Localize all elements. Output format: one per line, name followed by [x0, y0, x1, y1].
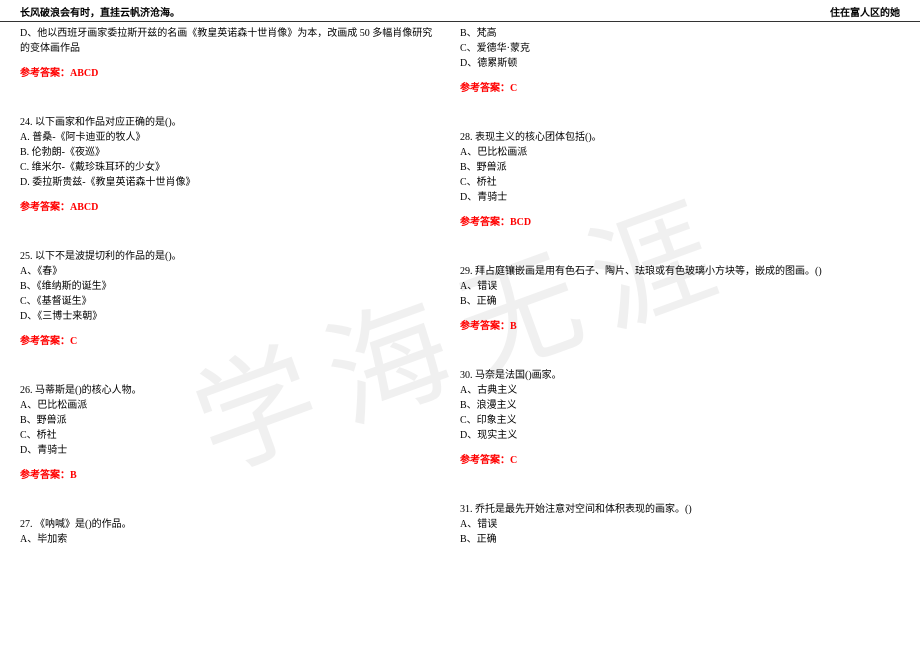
option-text: C、桥社 [20, 428, 440, 443]
option-text: D、青骑士 [460, 190, 880, 205]
option-text: B、浪漫主义 [460, 398, 880, 413]
answer-text: 参考答案：B [20, 466, 440, 481]
option-text: C、桥社 [460, 175, 880, 190]
option-text: A. 普桑-《阿卡迪亚的牧人》 [20, 130, 440, 145]
question-text: D、他以西班牙画家委拉斯开兹的名画《教皇英诺森十世肖像》为本，改画成 50 多幅… [20, 26, 440, 56]
answer-text: 参考答案：ABCD [20, 64, 440, 79]
question-block: B、梵高 C、爱德华·蒙克 D、德累斯顿 参考答案：C [460, 26, 880, 94]
option-text: D. 委拉斯贵兹-《教皇英诺森十世肖像》 [20, 175, 440, 190]
option-text: A、巴比松画派 [460, 145, 880, 160]
question-text: 31. 乔托是最先开始注意对空间和体积表现的画家。() [460, 502, 880, 517]
option-text: B、正确 [460, 294, 880, 309]
question-text: 26. 马蒂斯是()的核心人物。 [20, 383, 440, 398]
header-left-text: 长风破浪会有时，直挂云帆济沧海。 [20, 4, 180, 19]
option-text: C、爱德华·蒙克 [460, 41, 880, 56]
answer-text: 参考答案：C [460, 451, 880, 466]
header-right-text: 住在富人区的她 [830, 4, 900, 19]
question-block: 24. 以下画家和作品对应正确的是()。 A. 普桑-《阿卡迪亚的牧人》 B. … [20, 115, 440, 213]
option-text: A、毕加索 [20, 532, 440, 547]
page-header: 长风破浪会有时，直挂云帆济沧海。 住在富人区的她 [0, 0, 920, 22]
option-text: B. 伦勃朗-《夜巡》 [20, 145, 440, 160]
option-text: C、印象主义 [460, 413, 880, 428]
content-area: D、他以西班牙画家委拉斯开兹的名画《教皇英诺森十世肖像》为本，改画成 50 多幅… [0, 22, 920, 547]
left-column: D、他以西班牙画家委拉斯开兹的名画《教皇英诺森十世肖像》为本，改画成 50 多幅… [20, 26, 460, 547]
option-text: D、德累斯顿 [460, 56, 880, 71]
option-text: B、野兽派 [20, 413, 440, 428]
option-text: C、《基督诞生》 [20, 294, 440, 309]
option-text: A、错误 [460, 279, 880, 294]
question-text: 29. 拜占庭镶嵌画是用有色石子、陶片、珐琅或有色玻璃小方块等，嵌成的图画。() [460, 264, 880, 279]
question-text: 24. 以下画家和作品对应正确的是()。 [20, 115, 440, 130]
option-text: A、《春》 [20, 264, 440, 279]
question-block: 25. 以下不是波提切利的作品的是()。 A、《春》 B、《维纳斯的诞生》 C、… [20, 249, 440, 347]
option-text: B、梵高 [460, 26, 880, 41]
option-text: A、古典主义 [460, 383, 880, 398]
option-text: C. 维米尔-《戴珍珠耳环的少女》 [20, 160, 440, 175]
answer-text: 参考答案：B [460, 317, 880, 332]
question-block: 31. 乔托是最先开始注意对空间和体积表现的画家。() A、错误 B、正确 [460, 502, 880, 547]
answer-text: 参考答案：ABCD [20, 198, 440, 213]
question-block: 30. 马奈是法国()画家。 A、古典主义 B、浪漫主义 C、印象主义 D、现实… [460, 368, 880, 466]
option-text: D、现实主义 [460, 428, 880, 443]
right-column: B、梵高 C、爱德华·蒙克 D、德累斯顿 参考答案：C 28. 表现主义的核心团… [460, 26, 900, 547]
option-text: A、错误 [460, 517, 880, 532]
answer-text: 参考答案：C [460, 79, 880, 94]
option-text: B、《维纳斯的诞生》 [20, 279, 440, 294]
question-text: 28. 表现主义的核心团体包括()。 [460, 130, 880, 145]
option-text: B、正确 [460, 532, 880, 547]
question-block: 28. 表现主义的核心团体包括()。 A、巴比松画派 B、野兽派 C、桥社 D、… [460, 130, 880, 228]
question-text: 27. 《呐喊》是()的作品。 [20, 517, 440, 532]
option-text: B、野兽派 [460, 160, 880, 175]
question-block: 27. 《呐喊》是()的作品。 A、毕加索 [20, 517, 440, 547]
option-text: D、青骑士 [20, 443, 440, 458]
question-text: 30. 马奈是法国()画家。 [460, 368, 880, 383]
question-block: D、他以西班牙画家委拉斯开兹的名画《教皇英诺森十世肖像》为本，改画成 50 多幅… [20, 26, 440, 79]
option-text: A、巴比松画派 [20, 398, 440, 413]
answer-text: 参考答案：C [20, 332, 440, 347]
question-block: 29. 拜占庭镶嵌画是用有色石子、陶片、珐琅或有色玻璃小方块等，嵌成的图画。()… [460, 264, 880, 332]
question-block: 26. 马蒂斯是()的核心人物。 A、巴比松画派 B、野兽派 C、桥社 D、青骑… [20, 383, 440, 481]
question-text: 25. 以下不是波提切利的作品的是()。 [20, 249, 440, 264]
option-text: D、《三博士来朝》 [20, 309, 440, 324]
answer-text: 参考答案：BCD [460, 213, 880, 228]
